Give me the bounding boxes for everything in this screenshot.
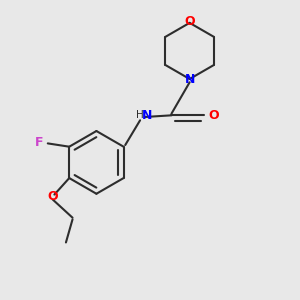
Text: H: H xyxy=(136,110,144,120)
Text: F: F xyxy=(35,136,44,149)
Text: N: N xyxy=(184,74,195,86)
Text: O: O xyxy=(184,15,195,28)
Text: N: N xyxy=(142,110,152,122)
Text: O: O xyxy=(208,109,219,122)
Text: O: O xyxy=(47,190,58,203)
